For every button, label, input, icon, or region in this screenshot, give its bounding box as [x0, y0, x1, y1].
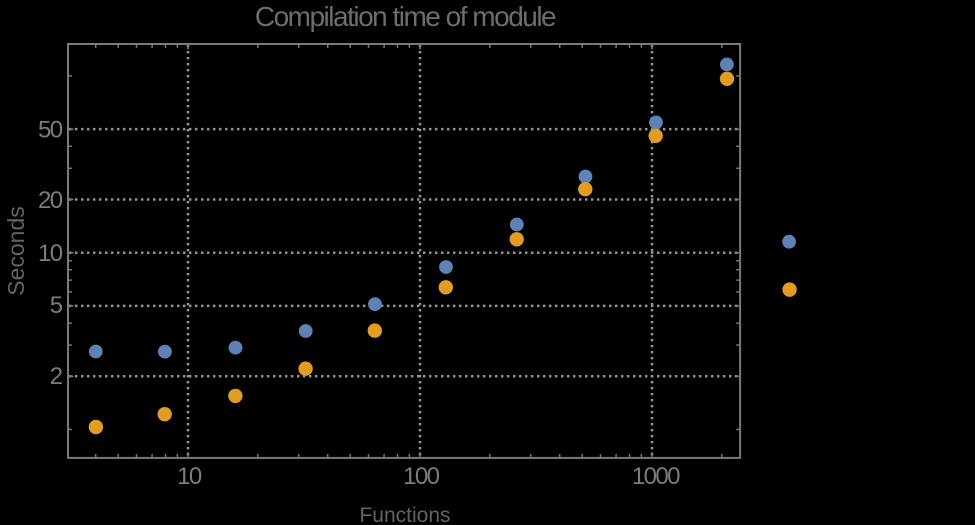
svg-text:10: 10 [38, 240, 63, 267]
svg-text:50: 50 [38, 116, 63, 143]
svg-text:Seconds: Seconds [3, 206, 29, 296]
svg-text:5: 5 [50, 292, 63, 319]
svg-text:Functions: Functions [359, 504, 450, 525]
svg-text:10: 10 [177, 463, 202, 490]
svg-text:Compilation time of module: Compilation time of module [255, 1, 556, 32]
svg-text:1000: 1000 [632, 463, 680, 490]
svg-text:100: 100 [403, 463, 439, 490]
svg-text:20: 20 [38, 187, 63, 214]
svg-text:2: 2 [50, 363, 63, 390]
